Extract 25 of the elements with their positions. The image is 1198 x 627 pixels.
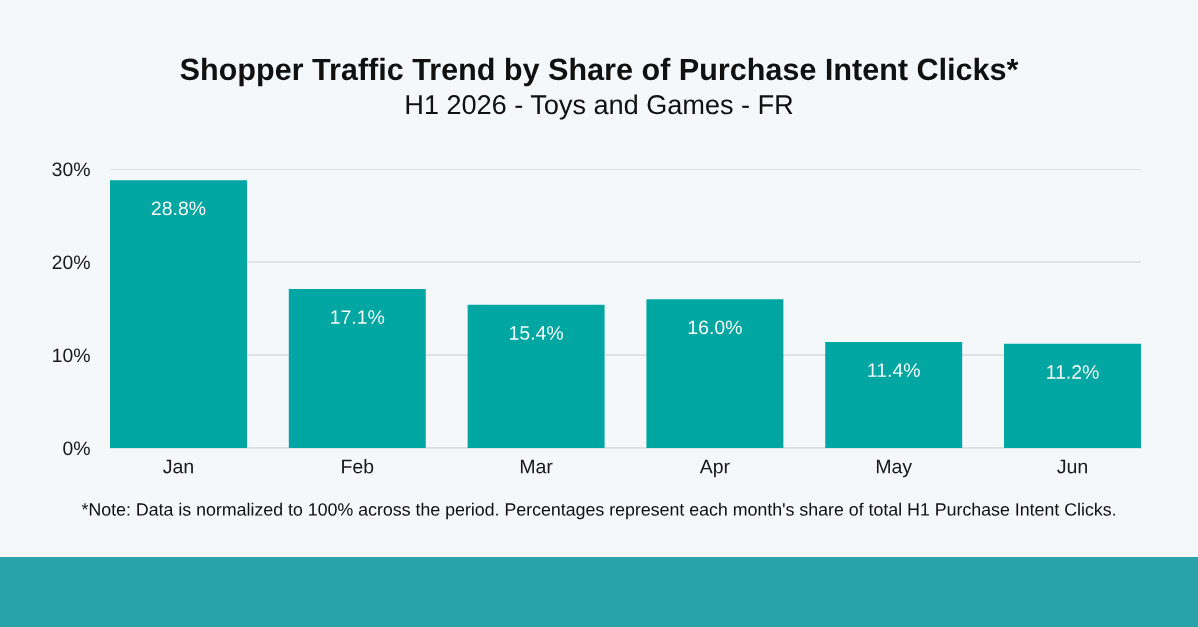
y-tick-label: 20% (52, 255, 90, 270)
bar (825, 341, 963, 448)
bar (288, 288, 426, 448)
data-label: 11.2% (1047, 365, 1099, 379)
x-tick-label: Feb (342, 459, 374, 474)
bar (1004, 343, 1141, 448)
data-label: 15.4% (510, 326, 563, 340)
data-label: 16.0% (688, 320, 742, 335)
y-tick-label: 0% (63, 441, 90, 456)
bar (646, 299, 784, 448)
y-tick-label: 10% (53, 348, 90, 363)
x-tick-label: Apr (699, 459, 730, 478)
data-label: 11.4% (868, 363, 920, 377)
bar (467, 304, 605, 448)
chart-title: Shopper Traffic Trend by Share of Purchase Intent Clicks* (180, 57, 1019, 87)
x-tick-label: Jan (163, 459, 193, 474)
x-tick-label: Mar (520, 459, 553, 474)
data-label: 28.8% (151, 201, 206, 216)
bar (110, 180, 247, 448)
x-tick-label: May (876, 459, 913, 478)
x-tick-label: Jun (1057, 459, 1087, 474)
data-label: 17.1% (331, 310, 385, 324)
y-tick-label: 30% (52, 162, 90, 177)
chart-subtitle: H1 2026 - Toys and Games - FR (406, 94, 793, 120)
text: *Note: Data is normalized to 100% across the period. Percentages represent each month's share of total H1 Purchase Intent Clicks. (81, 502, 1115, 520)
